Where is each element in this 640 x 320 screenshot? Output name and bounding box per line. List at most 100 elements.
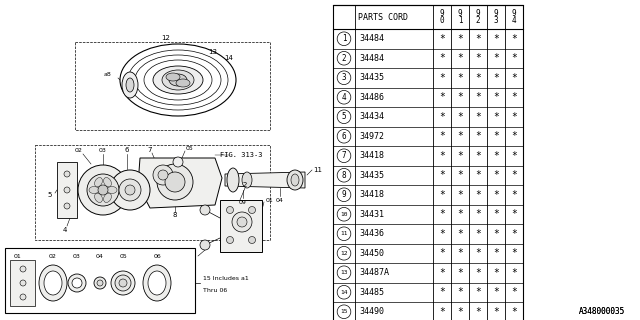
Text: *: * <box>511 112 517 122</box>
Ellipse shape <box>44 271 62 295</box>
Text: *: * <box>493 287 499 297</box>
Text: *: * <box>493 131 499 141</box>
Text: *: * <box>493 170 499 180</box>
Circle shape <box>337 246 351 260</box>
Circle shape <box>125 185 135 195</box>
Circle shape <box>94 277 106 289</box>
Text: 9
1: 9 1 <box>458 9 462 26</box>
Text: *: * <box>493 34 499 44</box>
Text: 8: 8 <box>173 212 177 218</box>
Text: 5: 5 <box>48 192 52 198</box>
Ellipse shape <box>148 271 166 295</box>
Text: *: * <box>439 170 445 180</box>
Ellipse shape <box>227 168 239 192</box>
Text: 9
4: 9 4 <box>512 9 516 26</box>
Circle shape <box>64 187 70 193</box>
Text: *: * <box>511 170 517 180</box>
Polygon shape <box>220 200 262 252</box>
Text: *: * <box>475 287 481 297</box>
Circle shape <box>64 203 70 209</box>
Text: 34486: 34486 <box>359 93 384 102</box>
Ellipse shape <box>104 178 111 187</box>
Text: *: * <box>439 92 445 102</box>
Circle shape <box>200 240 210 250</box>
Text: 1: 1 <box>342 34 346 43</box>
Circle shape <box>237 217 247 227</box>
Text: *: * <box>511 190 517 200</box>
Text: *: * <box>457 248 463 258</box>
Text: *: * <box>439 248 445 258</box>
Text: *: * <box>511 287 517 297</box>
Text: *: * <box>439 34 445 44</box>
Circle shape <box>337 266 351 280</box>
Text: *: * <box>457 73 463 83</box>
Circle shape <box>337 227 351 241</box>
Circle shape <box>248 236 255 244</box>
Circle shape <box>87 174 119 206</box>
Text: A348000035: A348000035 <box>579 308 625 316</box>
Circle shape <box>337 188 351 202</box>
Circle shape <box>200 205 210 215</box>
Ellipse shape <box>107 187 117 194</box>
Text: 6: 6 <box>125 147 129 153</box>
Polygon shape <box>10 260 35 306</box>
Text: *: * <box>457 307 463 317</box>
Ellipse shape <box>126 78 134 92</box>
Circle shape <box>227 206 234 213</box>
Text: *: * <box>457 229 463 239</box>
Text: *: * <box>493 229 499 239</box>
Text: *: * <box>475 112 481 122</box>
Text: *: * <box>439 53 445 63</box>
Text: 34484: 34484 <box>359 34 384 43</box>
Text: *: * <box>439 209 445 219</box>
Ellipse shape <box>120 44 236 116</box>
Text: 9: 9 <box>342 190 346 199</box>
Ellipse shape <box>242 172 252 188</box>
Text: *: * <box>511 268 517 278</box>
Text: *: * <box>511 73 517 83</box>
Text: *: * <box>439 73 445 83</box>
Text: 9
2: 9 2 <box>476 9 480 26</box>
Bar <box>5 248 195 313</box>
Text: *: * <box>475 73 481 83</box>
Text: 4: 4 <box>342 93 346 102</box>
Text: *: * <box>475 170 481 180</box>
Text: 11: 11 <box>340 231 348 236</box>
Circle shape <box>227 236 234 244</box>
Text: 5: 5 <box>342 112 346 121</box>
Text: 09: 09 <box>239 199 247 204</box>
Ellipse shape <box>89 187 99 194</box>
Text: 34418: 34418 <box>359 151 384 160</box>
Text: *: * <box>511 92 517 102</box>
Circle shape <box>68 274 86 292</box>
Text: *: * <box>493 268 499 278</box>
Circle shape <box>337 305 351 319</box>
Text: 01: 01 <box>266 197 274 203</box>
Text: *: * <box>493 248 499 258</box>
Text: 34435: 34435 <box>359 171 384 180</box>
Text: *: * <box>457 209 463 219</box>
Text: *: * <box>475 190 481 200</box>
Text: *: * <box>457 190 463 200</box>
Ellipse shape <box>169 74 187 86</box>
Polygon shape <box>57 162 77 218</box>
Text: 12: 12 <box>161 35 170 41</box>
Ellipse shape <box>95 193 102 203</box>
Circle shape <box>158 170 168 180</box>
Circle shape <box>337 52 351 65</box>
Ellipse shape <box>39 265 67 301</box>
Text: *: * <box>475 53 481 63</box>
Circle shape <box>98 185 108 195</box>
Text: *: * <box>457 112 463 122</box>
Text: *: * <box>475 209 481 219</box>
Ellipse shape <box>122 72 138 98</box>
Text: *: * <box>457 34 463 44</box>
Text: 10: 10 <box>340 212 348 217</box>
Text: *: * <box>511 151 517 161</box>
Text: *: * <box>493 73 499 83</box>
Text: *: * <box>511 34 517 44</box>
Text: 34490: 34490 <box>359 307 384 316</box>
Circle shape <box>337 207 351 221</box>
Text: *: * <box>493 151 499 161</box>
Ellipse shape <box>95 178 102 187</box>
